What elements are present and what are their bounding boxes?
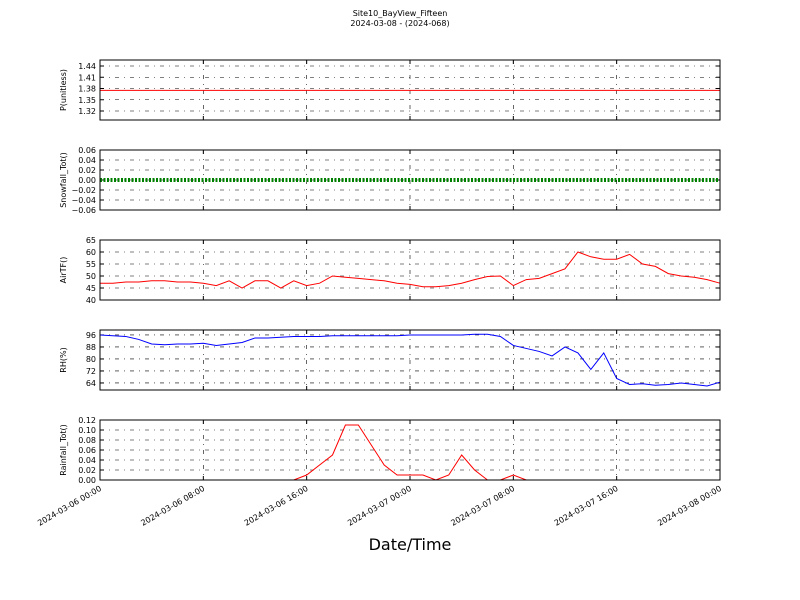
y-tick-label: 96 bbox=[86, 331, 96, 340]
y-tick-label: 40 bbox=[86, 296, 96, 305]
y-axis-label: Snowfall_Tot() bbox=[59, 152, 68, 208]
y-tick-label: 72 bbox=[86, 367, 96, 376]
y-tick-label: 0.08 bbox=[78, 436, 96, 445]
y-tick-label: 0.04 bbox=[78, 156, 96, 165]
figure-title: Site10_BayView_Fifteen bbox=[353, 9, 448, 18]
y-tick-label: 65 bbox=[86, 236, 96, 245]
y-tick-label: 64 bbox=[86, 379, 96, 388]
y-tick-label: 60 bbox=[86, 248, 96, 257]
y-tick-label: −0.06 bbox=[71, 206, 96, 215]
y-axis-label: P(unitless) bbox=[59, 69, 68, 111]
y-tick-label: 80 bbox=[86, 355, 96, 364]
data-line bbox=[100, 251, 721, 289]
y-tick-label: 0.02 bbox=[78, 466, 96, 475]
y-tick-label: 1.38 bbox=[78, 85, 96, 94]
y-tick-label: 1.32 bbox=[78, 107, 96, 116]
y-axis-label: Rainfall_Tot() bbox=[59, 424, 68, 476]
y-tick-label: 1.41 bbox=[78, 73, 96, 82]
y-tick-label: 0.12 bbox=[78, 416, 96, 425]
y-tick-label: −0.04 bbox=[71, 196, 96, 205]
y-tick-label: 88 bbox=[86, 343, 96, 352]
y-tick-label: 0.00 bbox=[78, 176, 96, 185]
y-tick-label: 0.00 bbox=[78, 476, 96, 485]
axes-frame bbox=[99, 419, 721, 481]
y-axis-label: AirTF() bbox=[59, 257, 68, 284]
x-axis-label: Date/Time bbox=[369, 535, 452, 554]
y-tick-label: 0.04 bbox=[78, 456, 96, 465]
y-tick-label: 0.06 bbox=[78, 446, 96, 455]
y-tick-label: 45 bbox=[86, 284, 96, 293]
axes-frame bbox=[99, 59, 721, 121]
y-tick-label: −0.02 bbox=[71, 186, 96, 195]
axes-frame bbox=[99, 239, 721, 301]
y-tick-label: 0.06 bbox=[78, 146, 96, 155]
axes-frame bbox=[99, 329, 721, 391]
y-axis-label: RH(%) bbox=[59, 347, 68, 372]
y-tick-label: 1.44 bbox=[78, 62, 96, 71]
y-tick-label: 50 bbox=[86, 272, 96, 281]
y-tick-label: 1.35 bbox=[78, 96, 96, 105]
y-tick-label: 55 bbox=[86, 260, 96, 269]
figure-subtitle: 2024-03-08 - (2024-068) bbox=[350, 19, 449, 28]
axes-frame bbox=[99, 149, 721, 211]
y-tick-label: 0.02 bbox=[78, 166, 96, 175]
y-tick-label: 0.10 bbox=[78, 426, 96, 435]
data-line bbox=[99, 333, 721, 387]
